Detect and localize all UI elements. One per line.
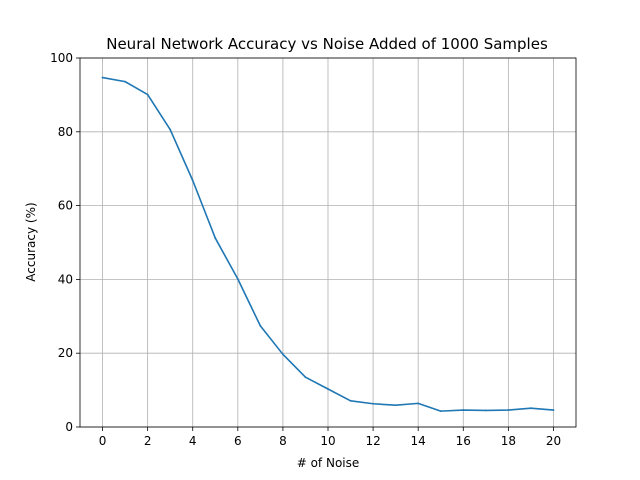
data-point xyxy=(349,399,352,402)
y-tick-label: 100 xyxy=(50,51,73,65)
y-axis-label: Accuracy (%) xyxy=(24,202,38,281)
data-point xyxy=(169,128,172,131)
data-point xyxy=(394,404,397,407)
data-point xyxy=(304,376,307,379)
x-tick-label: 14 xyxy=(411,434,426,448)
x-axis-label: # of Noise xyxy=(297,456,360,470)
y-tick-label: 0 xyxy=(65,420,73,434)
y-tick-label: 40 xyxy=(58,272,73,286)
series-layer xyxy=(101,76,555,413)
data-point xyxy=(530,407,532,410)
x-tick-label: 12 xyxy=(365,434,380,448)
x-tick-label: 10 xyxy=(320,434,335,448)
data-point xyxy=(439,410,442,413)
data-point xyxy=(552,409,555,411)
x-tick-label: 0 xyxy=(99,434,107,448)
data-point xyxy=(507,409,510,411)
data-point xyxy=(124,80,126,83)
x-axis: 0 2 4 6 8 10 12 14 16 18 20 xyxy=(99,427,561,448)
data-point xyxy=(259,324,262,327)
x-tick-label: 8 xyxy=(279,434,287,448)
x-tick-label: 6 xyxy=(234,434,242,448)
y-tick-label: 80 xyxy=(58,125,73,139)
data-point xyxy=(484,409,487,412)
data-point xyxy=(462,409,465,411)
data-point xyxy=(236,278,239,280)
x-tick-label: 4 xyxy=(189,434,197,448)
data-point xyxy=(214,237,217,239)
x-tick-label: 20 xyxy=(546,434,561,448)
x-tick-label: 18 xyxy=(501,434,516,448)
y-axis: 0 20 40 60 80 100 xyxy=(50,51,80,434)
x-tick-label: 16 xyxy=(456,434,471,448)
data-point xyxy=(282,353,284,356)
data-point xyxy=(101,76,104,79)
chart-title: Neural Network Accuracy vs Noise Added o… xyxy=(106,35,548,53)
data-point xyxy=(372,402,374,405)
y-tick-label: 60 xyxy=(58,199,73,213)
data-point xyxy=(191,179,194,182)
data-point xyxy=(146,93,149,96)
x-tick-label: 2 xyxy=(144,434,152,448)
data-point xyxy=(417,402,420,405)
data-point xyxy=(327,388,329,390)
y-tick-label: 20 xyxy=(58,346,73,360)
